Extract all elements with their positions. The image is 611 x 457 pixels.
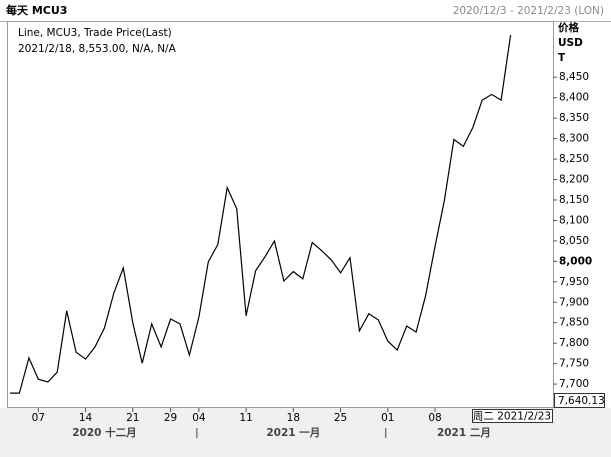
date-range: 2020/12/3 - 2021/2/23 (LON) bbox=[453, 5, 604, 17]
x-tick-label: 01 bbox=[381, 412, 394, 424]
x-tick-label: 07 bbox=[32, 412, 45, 424]
x-tick-label: 29 bbox=[164, 412, 177, 424]
x-tick-label: 25 bbox=[334, 412, 347, 424]
plot-frame bbox=[7, 21, 554, 408]
legend-line: 2021/2/18, 8,553.00, N/A, N/A bbox=[18, 43, 177, 55]
y-unit: USD bbox=[558, 37, 583, 49]
y-tick-label: 8,400 bbox=[559, 92, 589, 104]
cursor-y-label: 7,640.13 bbox=[558, 395, 605, 407]
y-tick-label: 7,900 bbox=[559, 296, 589, 308]
y-tick-label: 8,350 bbox=[559, 112, 589, 124]
y-tick-label: 8,200 bbox=[559, 174, 589, 186]
x-group-label: 2020 十二月 bbox=[72, 426, 136, 439]
y-tick-label: 8,050 bbox=[559, 235, 589, 247]
x-group-label: 2021 二月 bbox=[437, 427, 491, 439]
x-tick-label: 08 bbox=[428, 412, 441, 424]
x-group-label: 2021 一月 bbox=[266, 427, 320, 439]
y-tick-label: 8,000 bbox=[559, 255, 592, 267]
y-tick-label: 8,250 bbox=[559, 153, 589, 165]
y-tick-label: 7,850 bbox=[559, 317, 589, 329]
y-unit: 价格 bbox=[558, 21, 579, 34]
cursor-y-box bbox=[554, 393, 605, 408]
x-tick-label: 11 bbox=[239, 412, 252, 424]
price-line bbox=[10, 35, 512, 394]
x-tick-label: 18 bbox=[287, 412, 300, 424]
x-tick-label: 04 bbox=[192, 412, 206, 424]
cursor-x-box bbox=[472, 409, 553, 423]
y-tick-label: 8,300 bbox=[559, 133, 589, 145]
chart-title: 每天 MCU3 bbox=[6, 3, 67, 17]
cursor-x-label: 周二 2021/2/23 bbox=[473, 411, 551, 423]
y-tick-label: 8,450 bbox=[559, 71, 589, 83]
legend-line: Line, MCU3, Trade Price(Last) bbox=[18, 27, 172, 39]
y-unit: T bbox=[558, 52, 566, 64]
y-tick-label: 8,150 bbox=[559, 194, 589, 206]
y-tick-label: 7,700 bbox=[559, 378, 589, 390]
y-tick-label: 7,800 bbox=[559, 337, 589, 349]
x-tick-label: 14 bbox=[79, 412, 93, 424]
x-tick-label: 21 bbox=[126, 412, 139, 424]
y-tick-label: 8,100 bbox=[559, 214, 589, 226]
y-tick-label: 7,750 bbox=[559, 358, 589, 370]
y-tick-label: 7,950 bbox=[559, 276, 589, 288]
